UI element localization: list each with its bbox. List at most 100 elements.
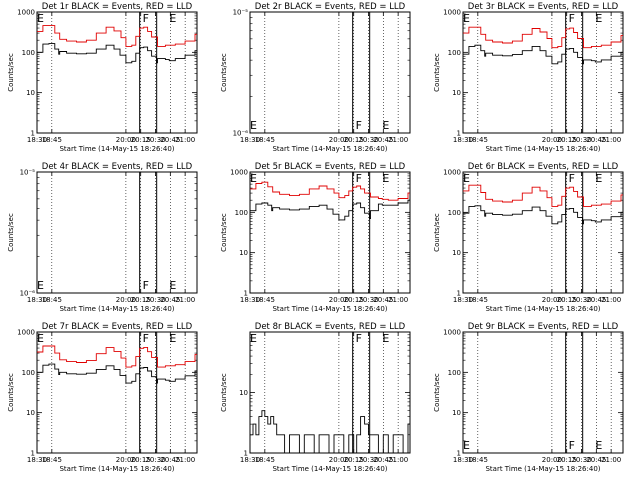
x-axis-label: Start Time (14-May-15 18:26:40) <box>272 305 387 313</box>
flag-label: E <box>37 12 44 25</box>
x-axis-label: Start Time (14-May-15 18:26:40) <box>485 305 600 313</box>
y-tick-label: 1000 <box>17 329 35 337</box>
chart-panel: Det 7r BLACK = Events, RED = LLD 18:3018:… <box>7 322 198 473</box>
x-tick-label: 20:30 <box>358 136 378 144</box>
x-axis-label: Start Time (14-May-15 18:26:40) <box>272 465 387 473</box>
x-tick-label: 21:00 <box>388 136 408 144</box>
x-tick-label: 18:30 <box>453 296 473 304</box>
x-tick-label: 20:45 <box>160 296 180 304</box>
chart-title: Det 5r BLACK = Events, RED = LLD <box>255 162 406 172</box>
flag-label: E <box>250 332 257 345</box>
x-tick-label: 20:30 <box>145 136 165 144</box>
chart-title: Det 3r BLACK = Events, RED = LLD <box>468 2 619 12</box>
y-axis-label: Counts/sec <box>220 53 228 92</box>
x-tick-label: 20:00 <box>116 456 136 464</box>
x-tick-label: 18:45 <box>255 456 275 464</box>
y-tick-label: 10⁻⁶ <box>233 130 249 138</box>
x-tick-label: 20:15 <box>557 296 577 304</box>
x-tick-label: 21:00 <box>601 136 621 144</box>
x-tick-label: 21:00 <box>601 456 621 464</box>
x-tick-label: 18:45 <box>42 136 62 144</box>
plot-frame <box>249 11 411 134</box>
chart-title: Det 1r BLACK = Events, RED = LLD <box>42 2 193 12</box>
flag-label: F <box>569 439 575 452</box>
series-line-events <box>463 44 623 65</box>
flag-label: F <box>356 119 362 132</box>
chart-title: Det 7r BLACK = Events, RED = LLD <box>42 322 193 332</box>
flag-label: F <box>356 172 362 185</box>
y-axis-label: Counts/sec <box>7 373 15 412</box>
y-tick-label: 100 <box>448 369 461 377</box>
chart-panel: Det 4r BLACK = Events, RED = LLD 18:3018:… <box>7 162 198 313</box>
x-tick-label: 18:45 <box>255 296 275 304</box>
x-tick-label: 21:00 <box>175 296 195 304</box>
x-tick-label: 18:30 <box>27 296 47 304</box>
chart-panel: Det 5r BLACK = Events, RED = LLD 18:3018:… <box>220 162 411 313</box>
y-tick-label: 1 <box>31 130 35 138</box>
x-axis-label: Start Time (14-May-15 18:26:40) <box>59 305 174 313</box>
x-tick-label: 18:30 <box>453 136 473 144</box>
chart-panel: Det 3r BLACK = Events, RED = LLD 18:3018:… <box>433 2 624 153</box>
x-tick-label: 18:45 <box>468 456 488 464</box>
x-tick-label: 21:00 <box>601 296 621 304</box>
series-line-lld <box>463 26 623 49</box>
y-tick-label: 10⁻⁵ <box>20 169 36 177</box>
flag-label: E <box>463 439 470 452</box>
flag-label: F <box>569 12 575 25</box>
y-tick-label: 1 <box>244 290 248 298</box>
x-tick-label: 20:15 <box>131 456 151 464</box>
chart-title: Det 6r BLACK = Events, RED = LLD <box>468 162 619 172</box>
x-tick-label: 21:00 <box>175 456 195 464</box>
flag-label: E <box>169 332 176 345</box>
flag-label: F <box>569 172 575 185</box>
flag-label: E <box>37 332 44 345</box>
chart-panel: Det 8r BLACK = Events, RED = LLD 18:3018:… <box>220 322 411 473</box>
y-tick-label: 1 <box>457 290 461 298</box>
x-tick-label: 20:00 <box>542 456 562 464</box>
x-tick-label: 20:00 <box>116 296 136 304</box>
y-axis-label: Counts/sec <box>7 213 15 252</box>
x-tick-label: 20:30 <box>571 136 591 144</box>
flag-label: E <box>169 12 176 25</box>
flag-label: E <box>169 279 176 292</box>
flag-label: F <box>143 279 149 292</box>
chart-title: Det 4r BLACK = Events, RED = LLD <box>42 162 193 172</box>
y-tick-label: 1 <box>457 450 461 458</box>
x-tick-label: 20:00 <box>329 456 349 464</box>
y-tick-label: 100 <box>235 209 248 217</box>
y-tick-label: 1 <box>244 450 248 458</box>
x-tick-label: 20:30 <box>358 456 378 464</box>
y-tick-label: 10 <box>452 409 461 417</box>
x-tick-label: 18:30 <box>240 136 260 144</box>
x-tick-label: 18:30 <box>240 296 260 304</box>
flag-label: E <box>37 279 44 292</box>
x-axis-label: Start Time (14-May-15 18:26:40) <box>272 145 387 153</box>
flag-label: E <box>595 439 602 452</box>
y-tick-label: 1 <box>457 130 461 138</box>
chart-title: Det 8r BLACK = Events, RED = LLD <box>255 322 406 332</box>
y-tick-label: 1000 <box>443 9 461 17</box>
series-line-lld <box>250 181 410 201</box>
y-tick-label: 1000 <box>443 169 461 177</box>
y-tick-label: 100 <box>22 369 35 377</box>
flag-label: F <box>143 12 149 25</box>
flag-label: E <box>595 12 602 25</box>
series-line-lld <box>37 345 197 368</box>
x-tick-label: 21:00 <box>388 296 408 304</box>
flag-label: E <box>463 172 470 185</box>
series-line-events <box>37 43 197 64</box>
y-tick-label: 10 <box>26 409 35 417</box>
chart-title: Det 9r BLACK = Events, RED = LLD <box>468 322 619 332</box>
chart-panel: Det 6r BLACK = Events, RED = LLD 18:3018:… <box>433 162 624 313</box>
y-tick-label: 100 <box>22 49 35 57</box>
series-line-events <box>250 199 410 221</box>
x-tick-label: 20:30 <box>358 296 378 304</box>
flag-label: E <box>382 119 389 132</box>
x-tick-label: 20:45 <box>586 136 606 144</box>
flag-label: E <box>250 119 257 132</box>
plot-frame <box>36 171 198 294</box>
plot-frame <box>36 11 198 134</box>
flag-label: E <box>595 172 602 185</box>
y-tick-label: 1000 <box>443 329 461 337</box>
